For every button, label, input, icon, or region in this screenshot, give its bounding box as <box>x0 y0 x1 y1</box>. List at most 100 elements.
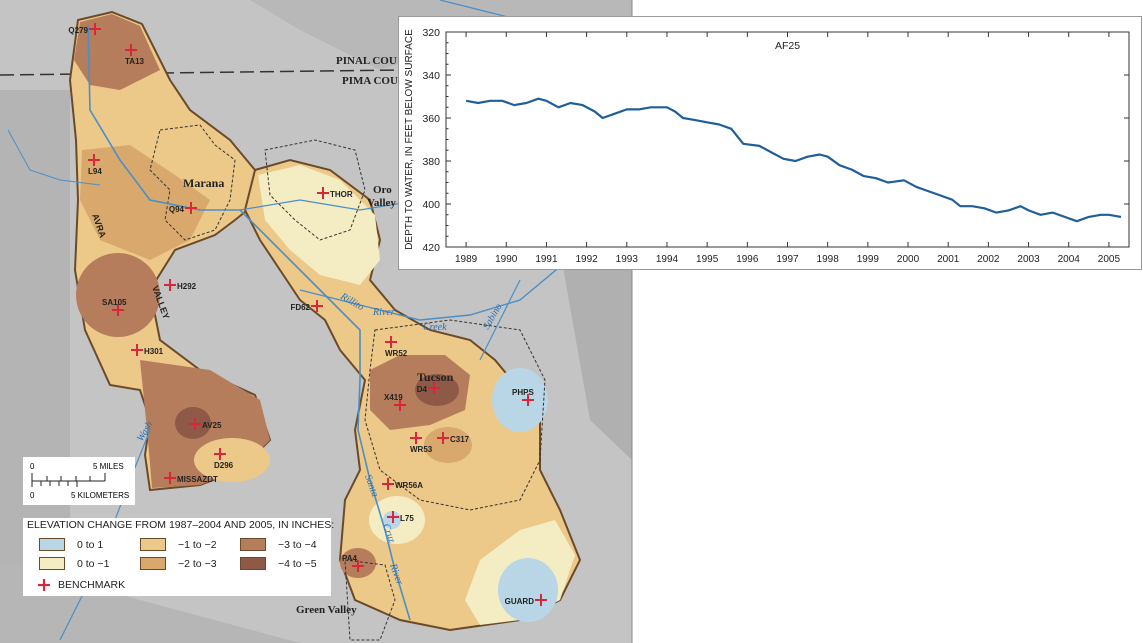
scale-miles-zero: 0 <box>30 462 35 471</box>
y-tick-label: 320 <box>422 27 440 39</box>
terrain-mountains-southwest <box>0 560 300 643</box>
benchmark-q279: Q279 <box>68 23 101 35</box>
benchmark-phps: PHPS <box>512 388 534 406</box>
y-axis-label: DEPTH TO WATER, IN FEET BELOW SURFACE <box>404 29 415 250</box>
river-label-creek: Creek <box>423 322 447 333</box>
x-tick-label: 1993 <box>616 254 639 265</box>
benchmark-q94: Q94 <box>169 202 197 214</box>
river-label-river: River <box>372 307 395 318</box>
county-label-pima: PIMA COU <box>342 75 398 87</box>
y-tick-label: 360 <box>422 113 440 125</box>
hydrograph-panel: 320 340 360 380 400 420 1989 1990 1991 1992 1993 19… <box>398 16 1142 270</box>
y-tick-label: 400 <box>422 199 440 211</box>
x-tick-label: 1992 <box>575 254 598 265</box>
x-tick-label: 1996 <box>736 254 759 265</box>
zone-oro-valley-light <box>258 165 380 285</box>
scale-bar-graphic: 0 5 MILES 0 5 KILOMETERS <box>30 462 129 500</box>
river-rillito <box>299 249 581 321</box>
y-tick-label: 340 <box>422 70 440 82</box>
benchmark-label: Q94 <box>169 205 185 214</box>
benchmark-label: PHPS <box>512 388 534 397</box>
x-tick-label: 1998 <box>817 254 840 265</box>
benchmark-label: MISSAZDT <box>177 475 218 484</box>
benchmark-label: THOR <box>330 190 353 199</box>
scale-bar: 0 5 MILES 0 5 KILOMETERS <box>23 457 135 505</box>
city-limits-marana <box>149 124 236 241</box>
river-santa-cruz <box>87 24 411 621</box>
zone-d4 <box>415 374 459 406</box>
legend-label-0tom1: 0 to −1 <box>77 557 110 570</box>
benchmark-h301: H301 <box>131 344 164 356</box>
x-tick-label: 1989 <box>455 254 478 265</box>
zone-phps <box>492 368 548 432</box>
terrain-mountains-east <box>560 220 632 460</box>
x-tick-label: 1990 <box>495 254 518 265</box>
benchmark-guard: GUARD <box>505 594 547 606</box>
scale-km-label: 5 KILOMETERS <box>71 491 129 500</box>
x-tick-label: 2001 <box>937 254 960 265</box>
legend-benchmark-label: BENCHMARK <box>58 579 126 591</box>
chart-title: AF25 <box>775 40 800 52</box>
zone-guard-blue <box>498 558 558 622</box>
river-west <box>7 129 101 186</box>
zone-northwest-band <box>80 145 210 260</box>
legend-swatch-m4tom5 <box>240 557 266 570</box>
x-tick-label: 1995 <box>696 254 719 265</box>
benchmark-label: GUARD <box>505 597 535 606</box>
y-tick-label: 420 <box>422 242 440 254</box>
benchmark-label: TA13 <box>125 57 145 66</box>
legend-item-0tom1: 0 to −1 <box>39 557 109 570</box>
legend-label-0to1: 0 to 1 <box>77 538 104 551</box>
benchmark-x419: X419 <box>384 393 406 411</box>
map-legend: ELEVATION CHANGE FROM 1987–2004 AND 2005… <box>23 518 335 596</box>
county-label-pinal: PINAL COU <box>336 55 397 67</box>
benchmark-label: WR53 <box>410 445 433 454</box>
benchmark-d296: D296 <box>214 448 234 470</box>
benchmark-l94: L94 <box>88 154 102 176</box>
zone-sa105 <box>76 253 160 337</box>
benchmark-label: AV25 <box>202 421 222 430</box>
benchmark-label: H292 <box>177 282 197 291</box>
benchmark-label: PA4 <box>342 554 358 563</box>
x-tick-label: 2003 <box>1017 254 1040 265</box>
place-marana: Marana <box>183 176 224 190</box>
benchmark-wr53: WR53 <box>410 432 433 454</box>
legend-title: ELEVATION CHANGE FROM 1987–2004 AND 2005… <box>27 519 335 531</box>
benchmark-label: D4 <box>417 385 428 394</box>
benchmark-sa105: SA105 <box>102 298 127 316</box>
benchmark-label: H301 <box>144 347 164 356</box>
zone-d296 <box>194 438 270 482</box>
x-tick-label: 1994 <box>656 254 679 265</box>
legend-item-0to1: 0 to 1 <box>39 538 103 551</box>
legend-swatch-0tom1 <box>39 557 65 570</box>
series-line-af25 <box>465 97 1122 223</box>
legend-label-m2tom3: −2 to −3 <box>178 557 217 570</box>
x-tick-label: 2004 <box>1058 254 1081 265</box>
river-sabino <box>479 279 521 361</box>
place-oro-valley-1: Oro <box>373 184 392 196</box>
legend-item-m4tom5: −4 to −5 <box>240 557 317 570</box>
x-tick-label: 2005 <box>1098 254 1121 265</box>
hydrograph-chart: 320 340 360 380 400 420 1989 1990 1991 1992 1993 19… <box>404 27 1130 265</box>
benchmark-pa4: PA4 <box>342 554 364 572</box>
benchmark-label: X419 <box>384 393 403 402</box>
benchmark-label: L94 <box>88 167 102 176</box>
legend-item-m2tom3: −2 to −3 <box>140 557 217 570</box>
benchmark-l75: L75 <box>387 511 414 523</box>
benchmark-wr52: WR52 <box>385 336 408 358</box>
legend-label-m1tom2: −1 to −2 <box>178 538 217 551</box>
benchmark-label: WR52 <box>385 349 408 358</box>
legend-swatch-m2tom3 <box>140 557 166 570</box>
benchmark-d4: D4 <box>417 382 440 394</box>
place-green-valley: Green Valley <box>296 604 357 616</box>
x-tick-label: 1999 <box>857 254 880 265</box>
benchmark-c317: C317 <box>437 432 470 444</box>
scale-miles-label: 5 MILES <box>93 462 124 471</box>
benchmark-fd62: FD62 <box>290 300 323 312</box>
city-limits-oro-valley <box>264 139 366 241</box>
legend-swatch-m3tom4 <box>240 538 266 551</box>
benchmark-label: WR56A <box>395 481 423 490</box>
legend-item-m3tom4: −3 to −4 <box>240 538 317 551</box>
legend-label-m3tom4: −3 to −4 <box>278 538 317 551</box>
benchmark-label: C317 <box>450 435 470 444</box>
